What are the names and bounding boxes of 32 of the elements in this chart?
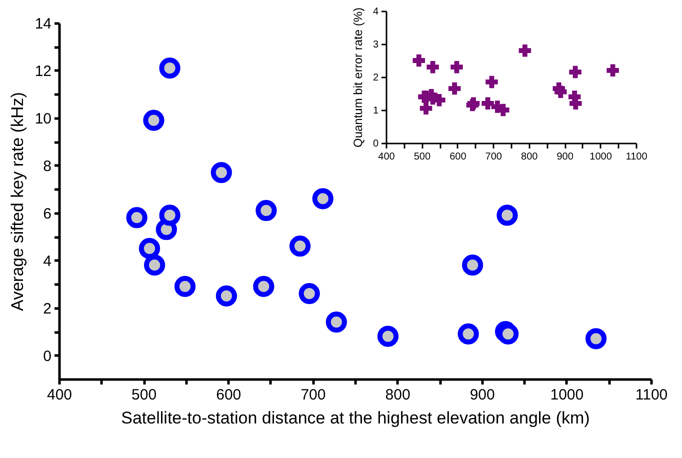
x-tick-label: 600: [450, 152, 467, 162]
y-tick-label: 8: [43, 158, 52, 175]
y-tick-label: 0: [43, 348, 52, 365]
y-tick-label: 4: [372, 6, 379, 18]
y-axis-title: Quantum bit error rate (%): [350, 7, 365, 148]
y-tick-label: 10: [34, 110, 52, 128]
x-tick-label: 700: [300, 386, 326, 404]
x-tick-label: 500: [414, 152, 431, 162]
y-tick-label: 6: [43, 205, 52, 222]
x-tick-label: 500: [132, 386, 157, 404]
x-axis-title: Satellite-to-station distance at the highest elevation angle (km): [121, 408, 590, 428]
y-tick-label: 2: [43, 300, 52, 318]
y-tick-label: 0: [372, 138, 379, 150]
x-tick-label: 800: [521, 152, 538, 162]
y-tick-label: 12: [34, 62, 52, 80]
x-tick-label: 900: [556, 152, 574, 162]
x-tick-label: 1000: [550, 386, 584, 404]
y-tick-label: 1: [372, 106, 379, 116]
x-tick-label: 400: [378, 152, 396, 162]
x-tick-label: 1100: [635, 386, 668, 404]
y-tick-label: 4: [43, 252, 52, 270]
x-tick-label: 900: [470, 386, 495, 404]
y-tick-label: 3: [372, 40, 379, 50]
x-tick-label: 600: [216, 386, 242, 404]
x-tick-label: 400: [46, 386, 72, 404]
y-axis-title: Average sifted key rate (kHz): [8, 92, 27, 311]
y-tick-label: 14: [34, 16, 52, 32]
x-tick-label: 700: [485, 152, 502, 162]
x-tick-label: 1100: [626, 152, 648, 162]
x-tick-label: 800: [385, 386, 410, 404]
y-tick-label: 2: [372, 72, 379, 84]
x-tick-label: 1000: [590, 152, 612, 162]
